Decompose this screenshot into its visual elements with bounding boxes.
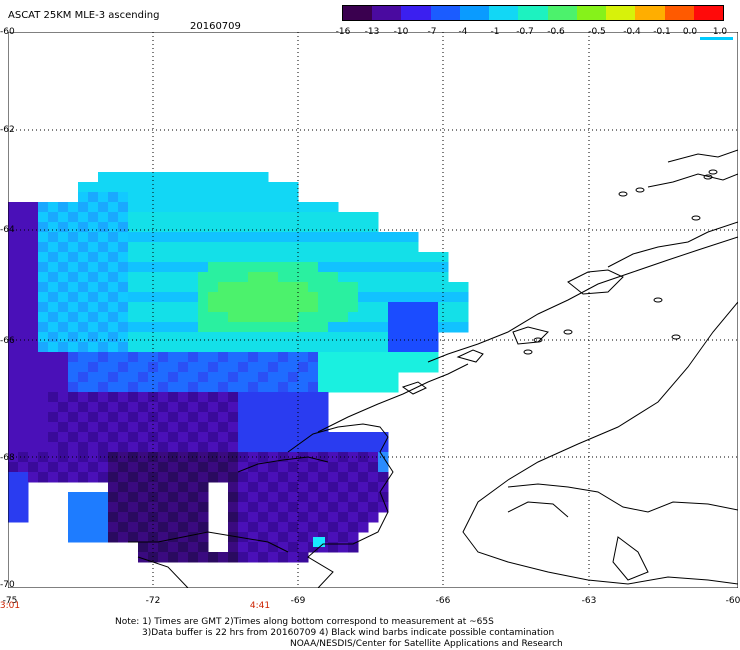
lat-lon-grid bbox=[8, 32, 738, 588]
colorbar-underline bbox=[700, 37, 733, 40]
latitude-label: -66 bbox=[0, 336, 15, 346]
colorbar-segment bbox=[635, 6, 666, 20]
colorbar-segment bbox=[518, 6, 549, 20]
product-title: ASCAT 25KM MLE-3 ascending bbox=[8, 10, 160, 21]
longitude-label: -63 bbox=[581, 596, 597, 606]
colorbar-segment bbox=[343, 6, 374, 20]
colorbar-segment bbox=[547, 6, 578, 20]
ascat-swath-data bbox=[8, 172, 469, 563]
time-label: 3:01 bbox=[0, 601, 21, 611]
colorbar-segment bbox=[401, 6, 432, 20]
colorbar-segment bbox=[459, 6, 491, 20]
colorbar-segment bbox=[576, 6, 608, 20]
longitude-label: -69 bbox=[290, 596, 306, 606]
latitude-label: -60 bbox=[0, 27, 15, 37]
longitude-label: -60 bbox=[725, 596, 740, 606]
colorbar bbox=[342, 5, 724, 21]
colorbar-segment bbox=[489, 6, 520, 20]
latitude-label: -62 bbox=[0, 125, 15, 135]
latitude-label: -68 bbox=[0, 453, 15, 463]
latitude-label: -64 bbox=[0, 225, 15, 235]
longitude-label: -66 bbox=[435, 596, 451, 606]
colorbar-segment bbox=[606, 6, 637, 20]
map-panel bbox=[8, 32, 738, 588]
colorbar-segment bbox=[664, 6, 695, 20]
colorbar-segment bbox=[430, 6, 461, 20]
latitude-label: -70 bbox=[0, 580, 15, 590]
note-line-1: Note: 1) Times are GMT 2)Times along bot… bbox=[115, 617, 494, 627]
coastline bbox=[128, 149, 738, 588]
longitude-label: -75 bbox=[2, 596, 18, 606]
product-date: 20160709 bbox=[190, 21, 241, 32]
note-line-2: 3)Data buffer is 22 hrs from 20160709 4)… bbox=[142, 628, 555, 638]
note-line-3: NOAA/NESDIS/Center for Satellite Applica… bbox=[290, 639, 563, 649]
time-label: 4:41 bbox=[249, 601, 271, 611]
colorbar-segment bbox=[693, 6, 723, 20]
colorbar-segment bbox=[372, 6, 403, 20]
longitude-label: -72 bbox=[145, 596, 161, 606]
